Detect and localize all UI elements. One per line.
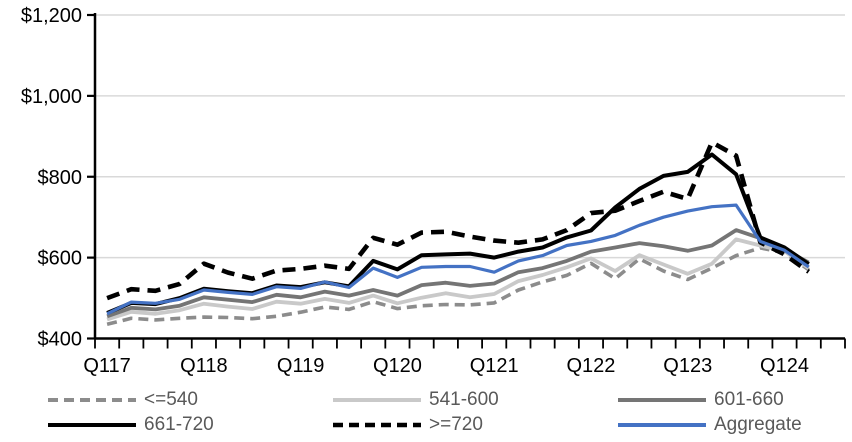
y-tick-label: $800 (38, 167, 83, 189)
x-tick-label: Q118 (180, 355, 227, 377)
legend-label-601-660: 601-660 (714, 389, 784, 410)
legend-label-lte540: <=540 (144, 389, 198, 410)
legend-label-541-600: 541-600 (429, 389, 499, 410)
541-600-line-swatch (333, 398, 421, 402)
legend-item-661-720: 661-720 (48, 413, 214, 437)
legend-item-gte720: >=720 (333, 413, 483, 437)
legend-item-aggregate: Aggregate (618, 413, 802, 437)
aggregate-line-swatch (618, 423, 706, 427)
lte540-line-swatch (48, 398, 136, 402)
legend-item-541-600: 541-600 (333, 388, 499, 412)
y-tick-label: $1,200 (21, 5, 82, 27)
series-line-aggregate (106, 203, 810, 316)
x-tick-label: Q121 (470, 355, 519, 377)
legend-label-aggregate: Aggregate (714, 414, 802, 435)
x-tick-label: Q124 (760, 355, 809, 377)
x-tick-label: Q122 (566, 355, 615, 377)
x-tick-label: Q120 (373, 355, 422, 377)
661-720-line-swatch (48, 423, 136, 427)
series-line-601-660 (106, 228, 810, 319)
y-tick-label: $400 (38, 329, 83, 351)
series-line--540 (106, 246, 810, 327)
x-tick-label: Q119 (277, 355, 324, 377)
x-tick-label: Q117 (83, 355, 130, 377)
series-line--720 (106, 140, 811, 301)
gte720-line-swatch (333, 422, 421, 428)
x-tick-label: Q123 (663, 355, 712, 377)
legend-label-661-720: 661-720 (144, 414, 214, 435)
series-line-541-600 (106, 237, 810, 322)
y-tick-label: $1,000 (21, 86, 82, 108)
legend-item-lte540: <=540 (48, 388, 198, 412)
601-660-line-swatch (618, 398, 706, 402)
legend-item-601-660: 601-660 (618, 388, 784, 412)
legend-label-gte720: >=720 (429, 414, 483, 435)
y-tick-label: $600 (38, 248, 83, 270)
